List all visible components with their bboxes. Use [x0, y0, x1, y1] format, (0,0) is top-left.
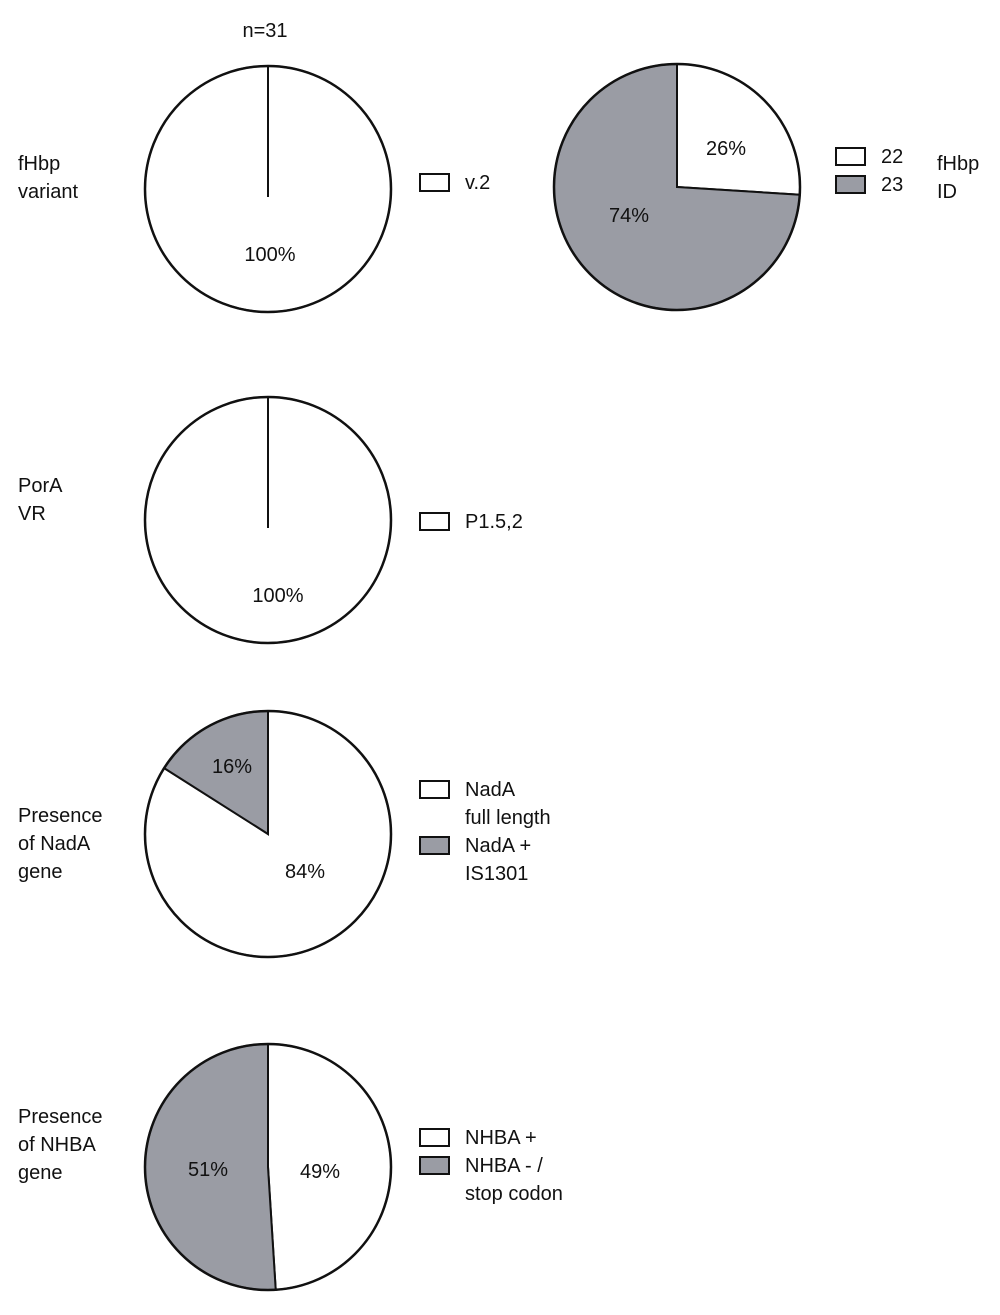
sample-size-label: n=31: [242, 20, 287, 42]
row-label: fHbp variant: [18, 153, 78, 203]
slice-label: 49%: [300, 1161, 340, 1183]
row-label: PorA VR: [18, 475, 63, 525]
charts-layer: 100% fHbp variant v.2 26% 74% fHbp ID 22 23 100% Po…: [18, 62, 979, 1292]
legend-entry: NHBA - / stop codon: [419, 1155, 563, 1205]
pie-fhbp-id: 26% 74% fHbp ID 22 23: [552, 62, 979, 312]
legend-entry: NadA full length: [419, 779, 551, 829]
legend-swatch: [419, 836, 450, 855]
pie-slice: [676, 62, 801, 196]
legend-entry: 23: [835, 174, 903, 196]
legend-entry: P1.5,2: [419, 511, 523, 533]
pie-outline: [143, 64, 393, 314]
slice-label: 74%: [609, 205, 649, 227]
legend-entry: NadA + IS1301: [419, 835, 531, 885]
legend-swatch: [835, 175, 866, 194]
pie-outline: [143, 1042, 393, 1292]
legend-label: 23: [881, 174, 903, 196]
legend-swatch: [419, 173, 450, 192]
legend-entry: 22: [835, 146, 903, 168]
legend-label: 22: [881, 146, 903, 168]
legend-label: NadA + IS1301: [465, 835, 531, 885]
pie-fhbp-variant: 100% fHbp variant v.2: [18, 64, 490, 314]
slice-label: 16%: [212, 756, 252, 778]
legend-entry: v.2: [419, 172, 490, 194]
row-label: Presence of NadA gene: [18, 805, 103, 883]
slice-label: 100%: [252, 585, 303, 607]
legend-swatch: [419, 1156, 450, 1175]
legend-swatch: [419, 780, 450, 799]
legend-entry: NHBA +: [419, 1127, 537, 1149]
pie-nhba-gene: 49% 51% Presence of NHBA gene NHBA + NHBA - / s…: [18, 1042, 563, 1292]
legend-label: v.2: [465, 172, 490, 194]
pie-outline: [143, 395, 393, 645]
legend-swatch: [835, 147, 866, 166]
legend-label: P1.5,2: [465, 511, 523, 533]
legend-label: NHBA - / stop codon: [465, 1155, 563, 1205]
legend-label: NadA full length: [465, 779, 551, 829]
slice-label: 51%: [188, 1159, 228, 1181]
side-label: fHbp ID: [937, 153, 979, 203]
legend-label: NHBA +: [465, 1127, 537, 1149]
pie-outline: [552, 62, 802, 312]
legend-swatch: [419, 1128, 450, 1147]
slice-label: 26%: [706, 138, 746, 160]
pie-pora-vr: 100% PorA VR P1.5,2: [18, 395, 523, 645]
pie-outline: [143, 709, 393, 959]
slice-label: 84%: [285, 861, 325, 883]
row-label: Presence of NHBA gene: [18, 1106, 103, 1184]
legend-swatch: [419, 512, 450, 531]
slice-label: 100%: [244, 244, 295, 266]
pie-nada-gene: 84% 16% Presence of NadA gene NadA full length…: [18, 709, 551, 959]
